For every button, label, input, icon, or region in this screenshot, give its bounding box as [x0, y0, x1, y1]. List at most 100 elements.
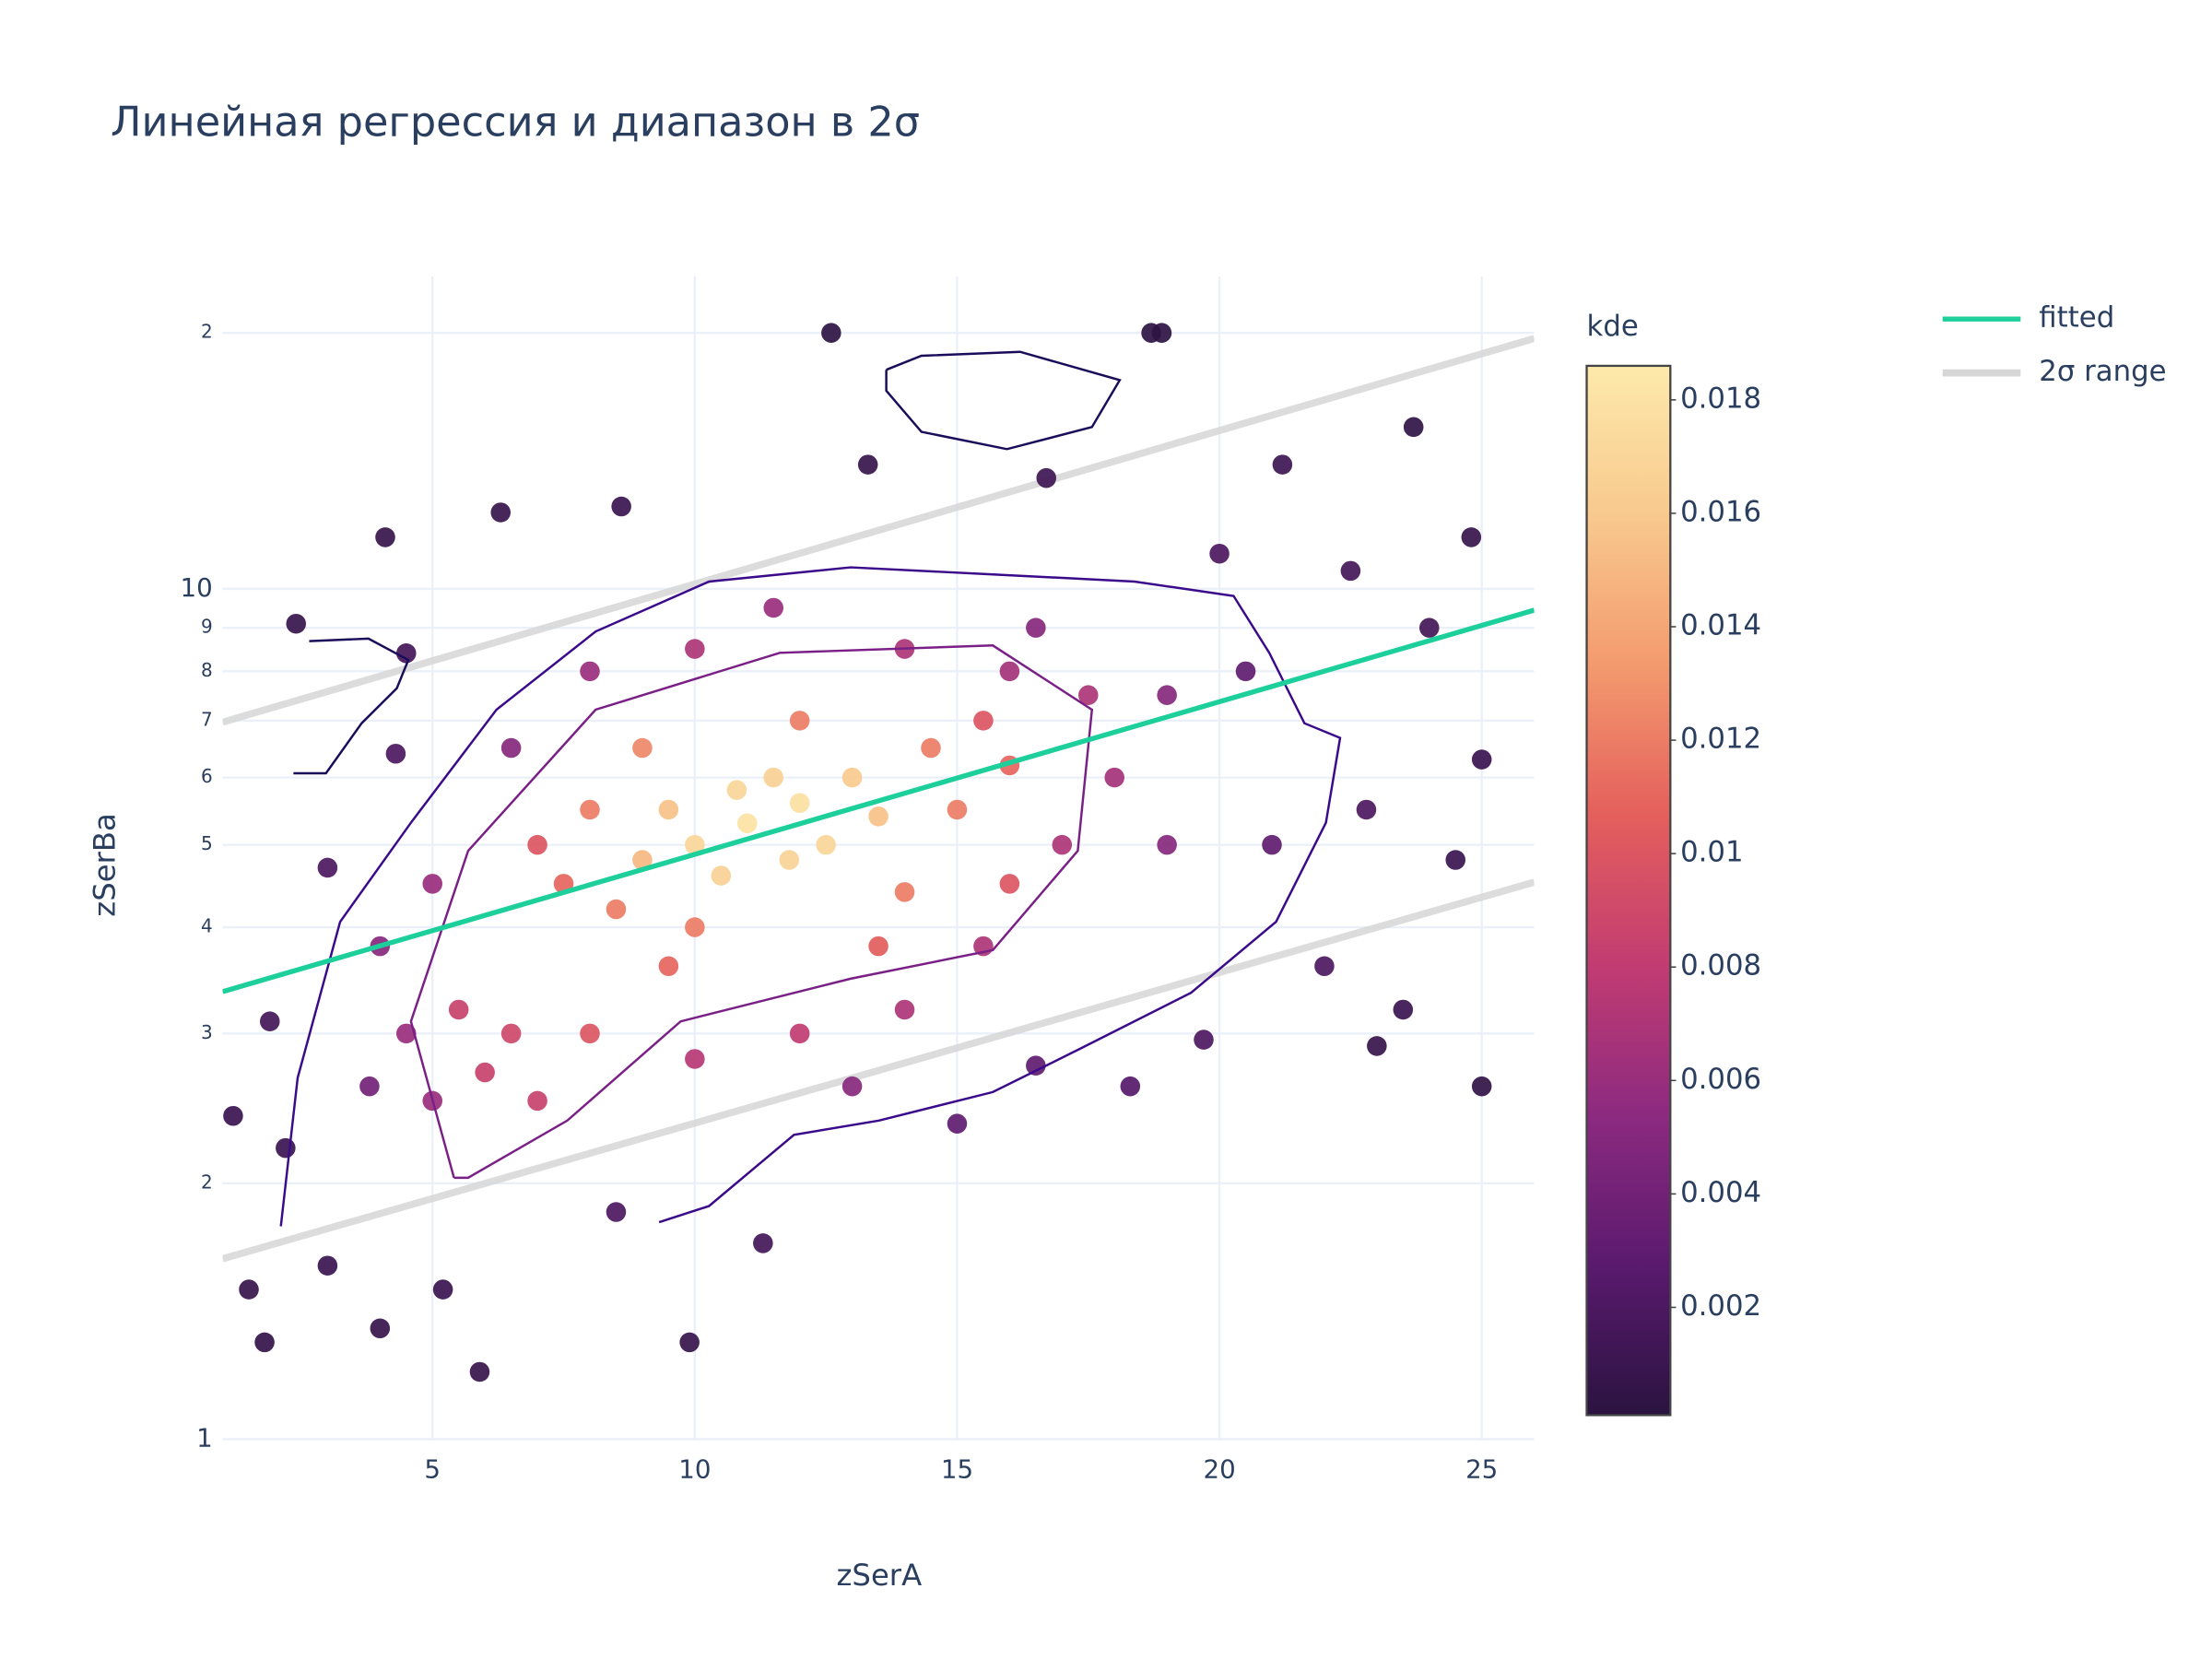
sigma-line: [222, 335, 1535, 726]
point: [726, 780, 747, 800]
point: [1151, 323, 1172, 343]
point: [580, 1023, 600, 1044]
colorbar-tick-label: 0.002: [1680, 1289, 1761, 1323]
point: [1314, 956, 1335, 977]
point: [1340, 560, 1361, 582]
point: [500, 737, 522, 759]
point: [711, 865, 732, 886]
point: [857, 454, 878, 475]
point: [432, 1279, 453, 1300]
point: [448, 999, 469, 1020]
point: [490, 502, 511, 523]
y-tick-label: 10: [181, 572, 213, 603]
y-tick-label: 2: [201, 1171, 213, 1193]
point: [632, 850, 653, 870]
point: [894, 882, 915, 902]
point: [1393, 999, 1414, 1020]
point: [789, 711, 810, 731]
point: [1445, 850, 1465, 870]
point: [1262, 834, 1282, 855]
y-tick-label: 4: [201, 915, 213, 937]
colorbar-tick-label: 0.012: [1680, 723, 1761, 756]
point: [500, 1023, 522, 1044]
contour: [279, 566, 1342, 1227]
point: [422, 874, 442, 894]
point: [527, 834, 547, 855]
point: [527, 1090, 547, 1112]
point: [868, 935, 888, 957]
point: [611, 496, 631, 517]
y-tick-label: 5: [201, 832, 213, 854]
point: [370, 1318, 391, 1339]
point: [894, 999, 915, 1020]
point: [737, 813, 758, 834]
point: [999, 874, 1020, 894]
fitted-line: [222, 607, 1535, 994]
y-tick-label: 8: [201, 659, 213, 681]
point: [1078, 685, 1099, 705]
point: [286, 613, 306, 634]
point: [868, 806, 888, 827]
x-tick-label: 20: [1203, 1453, 1235, 1484]
point: [1461, 527, 1482, 547]
y-tick-label: 6: [201, 765, 213, 787]
sigma-line: [222, 878, 1535, 1263]
point: [1157, 834, 1177, 855]
y-tick-label: 1: [196, 1423, 213, 1453]
point: [1026, 618, 1046, 638]
x-tick-label: 5: [424, 1453, 441, 1484]
point: [789, 793, 810, 814]
point: [685, 834, 705, 855]
point: [685, 639, 705, 659]
y-tick-label: 3: [201, 1021, 213, 1043]
point: [841, 1076, 863, 1097]
x-tick-label: 10: [678, 1453, 711, 1484]
point: [276, 1137, 296, 1159]
point: [1272, 454, 1293, 475]
point: [921, 737, 941, 759]
x-tick-label: 25: [1465, 1453, 1498, 1484]
point: [239, 1279, 259, 1300]
legend-label: 2σ range: [2039, 355, 2166, 388]
point: [254, 1332, 275, 1353]
contour: [293, 637, 410, 775]
point: [385, 743, 406, 764]
colorbar-tick-label: 0.006: [1680, 1063, 1761, 1096]
point: [1356, 799, 1377, 820]
legend-label: fitted: [2039, 301, 2114, 335]
point: [359, 1076, 380, 1097]
y-tick-label: 9: [201, 616, 213, 638]
point: [1471, 749, 1492, 770]
point: [606, 1202, 627, 1222]
point: [1052, 834, 1073, 855]
plot-area: [222, 323, 1535, 1382]
x-axis-title: zSerA: [836, 1558, 922, 1593]
point: [816, 834, 836, 855]
colorbar-title: kde: [1587, 310, 1639, 343]
colorbar-tick-label: 0.014: [1680, 609, 1761, 642]
point: [779, 850, 800, 870]
point: [260, 1011, 280, 1031]
point: [1419, 618, 1440, 638]
chart-title: Линейная регрессия и диапазон в 2σ: [111, 98, 920, 146]
point: [679, 1332, 700, 1353]
colorbar-tick-label: 0.018: [1680, 382, 1761, 415]
point: [658, 799, 679, 820]
y-tick-label: 7: [201, 708, 213, 730]
point: [606, 899, 627, 920]
point: [1157, 685, 1177, 705]
point: [375, 527, 395, 547]
point: [223, 1105, 243, 1126]
colorbar-tick-label: 0.004: [1680, 1176, 1761, 1209]
point: [763, 767, 783, 788]
y-axis-title: zSerBa: [87, 813, 122, 917]
point: [1403, 417, 1424, 438]
colorbar-tick-label: 0.01: [1680, 836, 1743, 869]
point: [1367, 1036, 1387, 1056]
point: [632, 737, 653, 759]
point: [947, 799, 968, 820]
point: [658, 956, 679, 977]
point: [396, 643, 417, 664]
point: [1120, 1076, 1141, 1097]
